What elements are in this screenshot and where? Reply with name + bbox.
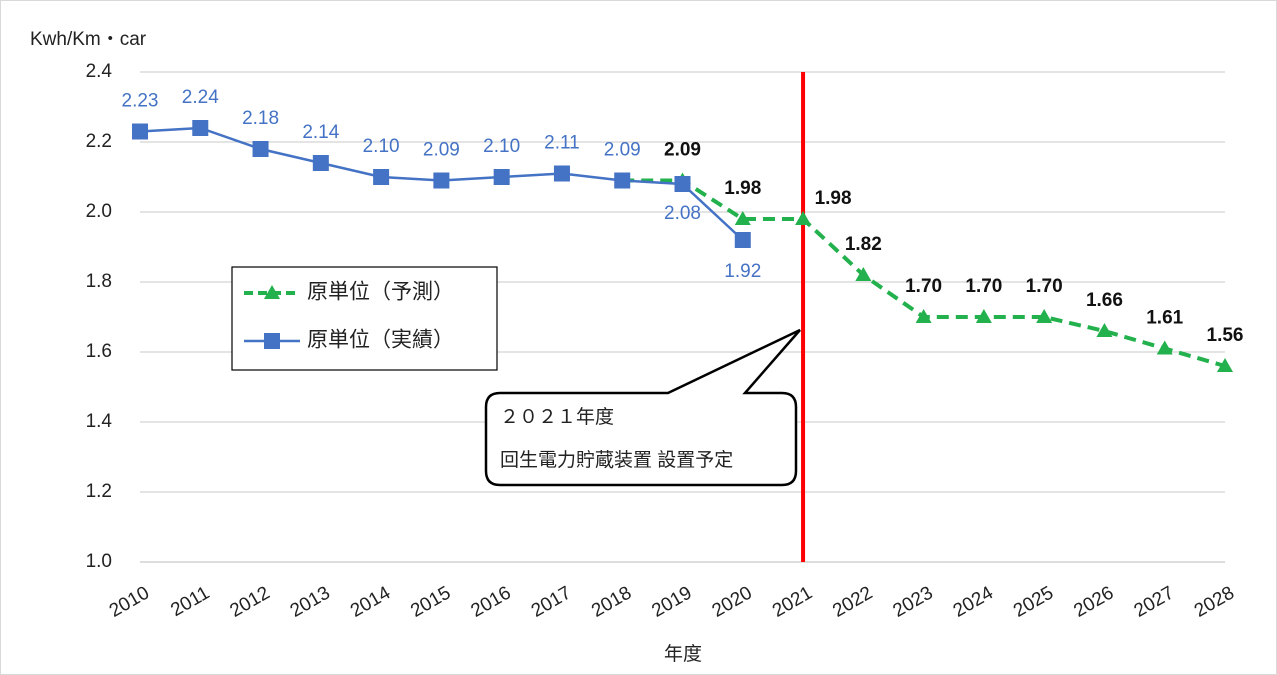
marker: [614, 172, 631, 189]
data-label: 2.24: [182, 87, 219, 108]
data-label: 2.18: [242, 108, 279, 129]
data-label: 2.09: [604, 140, 641, 161]
callout-text: ２０２１年度: [500, 406, 614, 428]
legend-label: 原単位（実績）: [307, 329, 454, 352]
marker: [855, 267, 872, 281]
marker: [433, 172, 450, 189]
y-tick-label: 1.0: [86, 551, 112, 572]
marker: [734, 211, 751, 225]
marker: [1036, 309, 1053, 323]
data-label: 2.09: [423, 140, 460, 161]
y-tick-label: 2.4: [86, 61, 113, 82]
marker: [674, 176, 691, 192]
data-label: 2.10: [363, 136, 400, 157]
marker: [915, 309, 932, 323]
marker: [975, 309, 992, 323]
callout-text: 回生電力貯蔵装置 設置予定: [500, 449, 733, 471]
marker: [553, 165, 570, 182]
marker: [795, 211, 812, 225]
data-label: 1.70: [1026, 276, 1063, 297]
data-label: 2.09: [664, 140, 701, 161]
y-tick-label: 1.2: [86, 481, 112, 502]
legend-box: [231, 266, 498, 371]
marker: [1096, 323, 1113, 337]
data-label: 2.14: [302, 122, 339, 143]
data-label: 1.66: [1086, 290, 1123, 311]
data-label: 1.56: [1207, 325, 1244, 346]
data-label: 1.70: [905, 276, 942, 297]
marker: [373, 169, 390, 185]
marker: [132, 123, 148, 140]
x-axis-label: 年度: [664, 643, 702, 665]
marker: [1217, 358, 1233, 372]
y-tick-label: 1.4: [86, 411, 113, 432]
marker: [312, 155, 329, 171]
data-label: 2.23: [122, 91, 159, 112]
legend-marker: [264, 333, 280, 349]
y-tick-label: 1.8: [86, 271, 112, 292]
data-label: 2.10: [483, 136, 520, 157]
data-label: 1.98: [815, 188, 852, 209]
y-tick-label: 2.0: [86, 201, 112, 222]
data-label: 1.92: [724, 261, 761, 282]
marker: [192, 120, 209, 136]
legend-label: 原単位（予測）: [307, 281, 454, 304]
y-tick-label: 1.6: [86, 341, 112, 362]
y-tick-label: 2.2: [86, 131, 112, 152]
data-label: 1.98: [724, 178, 761, 199]
marker: [734, 232, 751, 248]
data-label: 1.82: [845, 234, 882, 255]
data-label: 1.61: [1146, 308, 1183, 329]
marker: [252, 141, 269, 157]
data-label: 2.08: [664, 203, 701, 224]
data-label: 2.11: [544, 133, 580, 154]
marker: [493, 169, 510, 185]
legend-marker: [264, 285, 280, 299]
callout: [484, 328, 801, 487]
data-label: 1.70: [965, 276, 1002, 297]
marker: [1156, 340, 1173, 355]
y-axis-label: Kwh/Km・car: [30, 29, 147, 50]
